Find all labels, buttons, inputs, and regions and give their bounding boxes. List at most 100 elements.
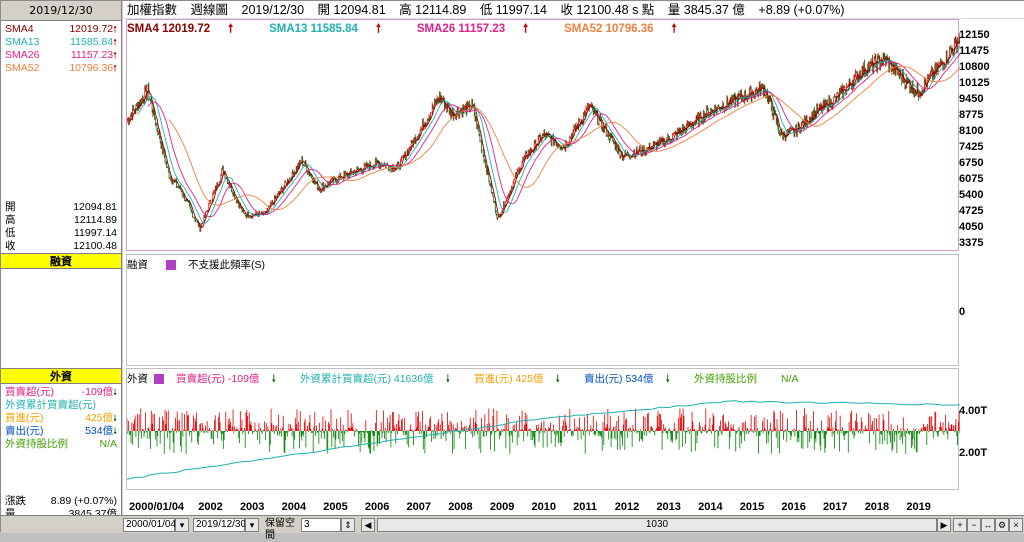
price-tick-label: 4725 (959, 205, 984, 217)
header-open: 開 12094.81 (317, 3, 386, 17)
start-date-field[interactable]: 2000/01/04 (123, 518, 176, 532)
settings-icon[interactable]: ⚙ (995, 518, 1009, 532)
scroll-track[interactable]: 1030 (377, 518, 937, 532)
sma-row: SMA52 10796.36🠕 (1, 62, 121, 75)
foreign-legend: 外資 買賣超(元) -109億 🠗 外資累計買賣超(元) 41636億 🠗 買進(元) 4… (127, 371, 823, 389)
foreign-legend-text: 外資持股比例 (693, 373, 757, 385)
foreign-row: 買進(元) 425億🠗 (1, 412, 121, 425)
foreign-legend-item: 買進(元) 425億 🠗 (474, 373, 572, 385)
keep-space-input[interactable]: 3 (301, 518, 341, 532)
sma-line (168, 65, 960, 211)
spin-icon[interactable]: ⇕ (341, 518, 355, 532)
margin-pane-border (126, 254, 959, 366)
end-date-field[interactable]: 2019/12/30 (193, 518, 246, 532)
sma-number: 11585.84 (70, 36, 114, 48)
legend-text: SMA26 11157.23 (416, 23, 506, 35)
time-tick-label: 2002 (198, 501, 223, 513)
legend-item: SMA13 11585.84 🠕 (269, 23, 399, 35)
price-legend: SMA4 12019.72 🠕 SMA13 11585.84 🠕 SMA26 11157… (127, 21, 713, 40)
foreign-number: -109億 (81, 386, 114, 398)
ohlc-row: 開 12094.81 (1, 201, 121, 214)
price-tick-label: 5400 (959, 189, 984, 201)
sma-name: SMA52 (5, 62, 40, 74)
start-date-dropdown-icon[interactable]: ▾ (175, 518, 189, 532)
foreign-legend-item: 外資累計買賣超(元) 41636億 🠗 (300, 373, 462, 385)
foreign-legend-item: 賣出(元) 534億 🠗 (584, 373, 682, 385)
volume-label: 量 (5, 508, 16, 520)
end-date-dropdown-icon[interactable]: ▾ (245, 518, 259, 532)
time-tick-label: 2012 (614, 501, 640, 513)
price-tick-label: 8775 (959, 109, 984, 121)
margin-section-title: 融資 (1, 253, 121, 269)
close-icon[interactable]: × (1009, 518, 1023, 532)
sma-number: 11157.23 (70, 49, 114, 61)
sma-value: 12019.72🠕 (69, 23, 117, 36)
foreign-tick-label: 4.00T (959, 405, 988, 417)
up-arrow-icon: 🠕 (375, 23, 381, 35)
price-pane-border (126, 19, 959, 251)
foreign-label: 外資持股比例 (5, 438, 68, 450)
foreign-chart[interactable] (127, 385, 960, 489)
time-tick-label: 2008 (448, 501, 473, 513)
legend-item: SMA26 11157.23 🠕 (417, 23, 546, 35)
header-change: +8.89 (+0.07%) (758, 3, 845, 17)
legend-item: SMA52 10796.36 🠕 (564, 23, 694, 35)
down-arrow-icon: 🠗 (555, 373, 561, 385)
info-panel: 2019/12/30 SMA4 12019.72🠕 SMA13 11585.84🠕 SM… (1, 1, 122, 520)
price-tick-label: 7425 (959, 141, 984, 153)
ohlc-list: 開 12094.81 高 12114.89 低 11997.14 收 12100.48 (1, 201, 121, 253)
time-tick-label: 2017 (823, 501, 848, 513)
price-chart[interactable] (127, 20, 960, 250)
foreign-label: 賣出(元) (5, 425, 44, 437)
foreign-tick-label: 2.00T (959, 447, 988, 459)
fit-icon[interactable]: ↔ (981, 518, 995, 532)
ohlc-row: 收 12100.48 (1, 240, 121, 253)
list-icon[interactable] (166, 260, 176, 271)
down-arrow-icon: 🠗 (665, 373, 670, 385)
up-arrow-icon: 🠕 (113, 24, 117, 34)
time-tick-label: 2019 (906, 501, 931, 513)
time-tick-label: 2018 (864, 501, 890, 513)
time-tick-label: 2016 (781, 501, 806, 513)
foreign-legend-item: 買賣超(元) -109億 🠗 (176, 373, 288, 385)
sma-name: SMA13 (5, 36, 40, 48)
zoom-in-icon[interactable]: + (953, 518, 967, 532)
chart-area[interactable]: 加權指數 週線圖 2019/12/30 開 12094.81 高 12114.8… (123, 1, 1024, 515)
foreign-legend-item: 外資持股比例 (694, 373, 769, 385)
bar-count: 1030 (645, 519, 669, 530)
sma-line (137, 45, 960, 224)
scroll-right-icon[interactable]: ▶ (937, 518, 951, 532)
foreign-legend-text: N/A (780, 373, 799, 385)
time-tick-label: 2004 (281, 501, 307, 513)
foreign-legend-text: 賣出(元) 534億 (584, 373, 654, 385)
zoom-out-icon[interactable]: − (967, 518, 981, 532)
foreign-number: 534億 (85, 425, 114, 437)
scroll-left-icon[interactable]: ◀ (361, 518, 375, 532)
foreign-value: N/A (99, 438, 117, 451)
sma-value: 10796.36🠕 (69, 62, 117, 75)
up-arrow-icon: 🠕 (113, 50, 117, 60)
header-date: 2019/12/30 (241, 3, 305, 17)
foreign-list: 買賣超(元) -109億🠗 外資累計買賣超(元) 買進(元) 425億🠗 賣出(元) 534… (1, 384, 121, 451)
time-tick-label: 2015 (739, 501, 765, 513)
sma-value: 11585.84🠕 (70, 36, 117, 49)
foreign-value: -109億🠗 (82, 386, 117, 399)
ohlc-label: 高 (5, 214, 16, 226)
status-bar: 2000/01/04 ▾ → 2019/12/30 ▾ 保留空間 3 ⇕ ◀ 1… (1, 515, 1024, 541)
margin-pane-label: 融資 (127, 259, 148, 271)
down-arrow-icon: 🠗 (445, 373, 451, 385)
header-high: 高 12114.89 (399, 3, 467, 17)
sma-row: SMA13 11585.84🠕 (1, 36, 121, 49)
ohlc-label: 低 (5, 227, 16, 239)
change-label: 漲跌 (5, 495, 26, 507)
change-value: 8.89 (+0.07%) (50, 495, 117, 507)
list-icon[interactable] (154, 374, 164, 385)
legend-text: SMA52 10796.36 (564, 23, 654, 35)
margin-legend: 融資 不支援此頻率(S) (127, 257, 277, 272)
up-arrow-icon: 🠕 (671, 23, 677, 35)
ohlc-row: 高 12114.89 (1, 214, 121, 227)
price-tick-label: 10800 (959, 61, 990, 73)
up-arrow-icon: 🠕 (523, 23, 529, 35)
time-tick-label: 2000/01/04 (129, 501, 185, 513)
price-tick-label: 11475 (959, 45, 989, 57)
